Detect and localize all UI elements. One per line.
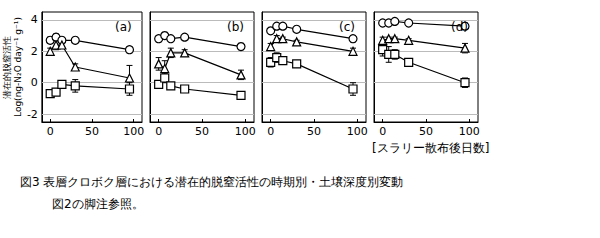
svg-text:100: 100 [459,125,480,138]
svg-text:0: 0 [155,125,162,138]
svg-text:(c): (c) [339,20,355,34]
svg-text:0: 0 [379,125,386,138]
svg-text:50: 50 [195,125,209,138]
svg-text:Log(ng-N₂O day⁻¹ g⁻¹): Log(ng-N₂O day⁻¹ g⁻¹) [13,17,23,117]
svg-text:2: 2 [31,45,38,58]
svg-text:0: 0 [47,125,54,138]
svg-text:潜在的脱窒活性: 潜在的脱窒活性 [2,36,12,99]
svg-text:-2: -2 [27,108,38,121]
svg-text:100: 100 [235,125,256,138]
svg-text:(a): (a) [115,20,132,34]
svg-text:図2の脚注参照。: 図2の脚注参照。 [52,197,144,211]
svg-text:50: 50 [307,125,321,138]
svg-text:0: 0 [31,76,38,89]
svg-text:100: 100 [123,125,144,138]
svg-text:[スラリー散布後日数]: [スラリー散布後日数] [372,141,489,155]
svg-text:50: 50 [419,125,433,138]
svg-text:(b): (b) [227,20,244,34]
svg-text:100: 100 [347,125,368,138]
svg-text:4: 4 [31,13,38,26]
svg-text:50: 50 [85,125,99,138]
svg-text:図3 表層クロボク層における潜在的脱窒活性の時期別・土壌深度: 図3 表層クロボク層における潜在的脱窒活性の時期別・土壌深度別変動 [20,175,403,189]
svg-text:0: 0 [267,125,274,138]
svg-text:(d): (d) [451,20,468,34]
